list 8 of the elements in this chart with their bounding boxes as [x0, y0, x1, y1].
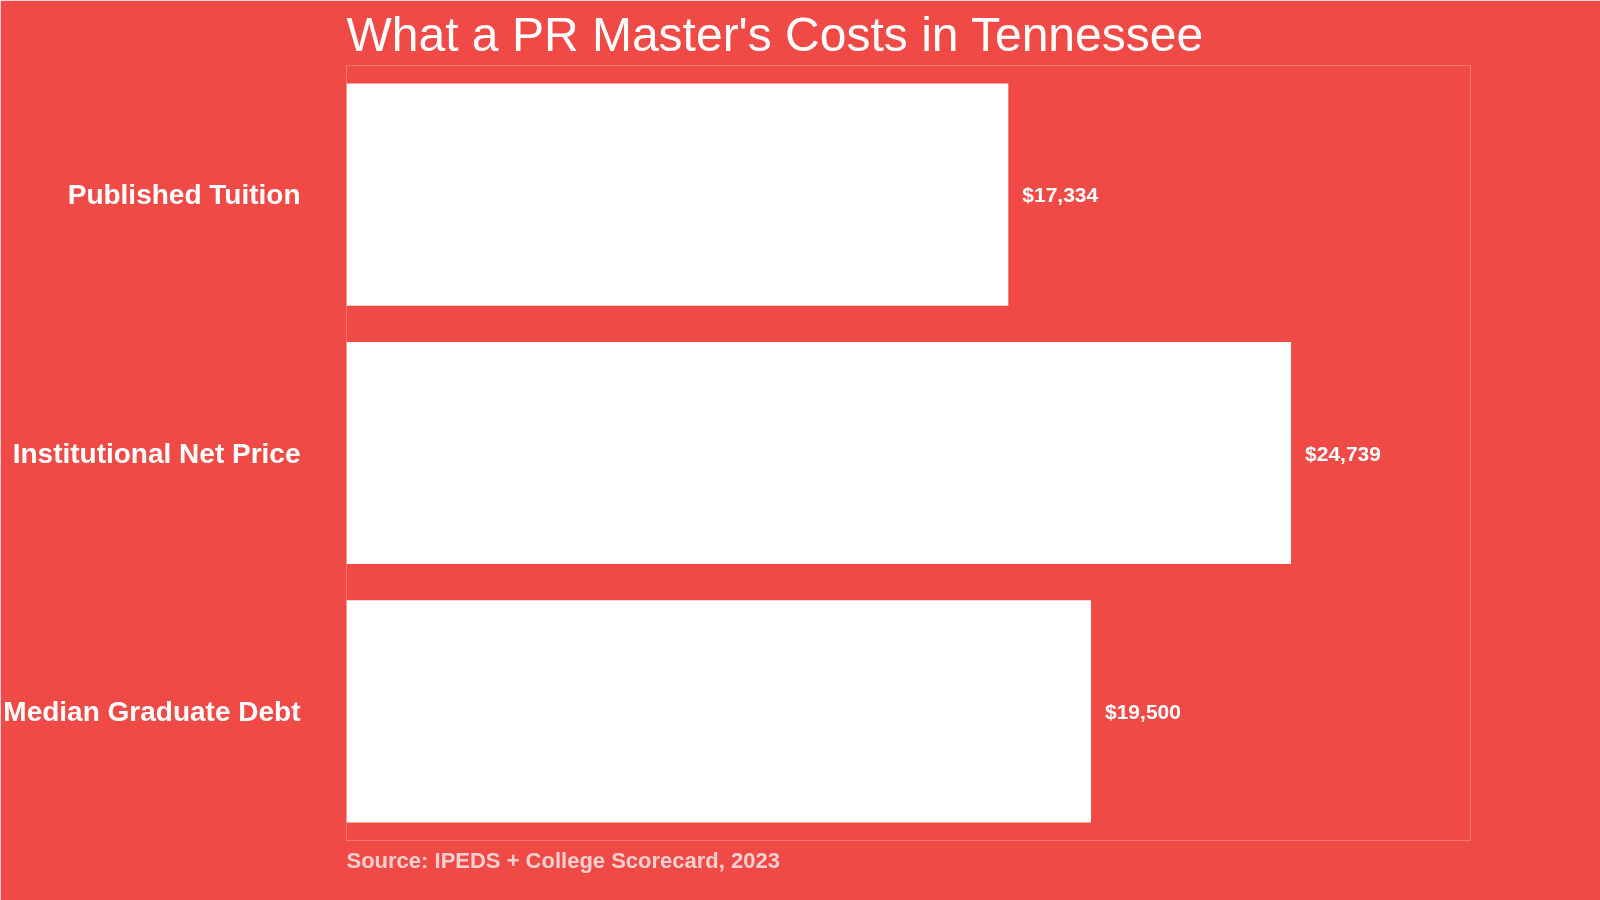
chart-title: What a PR Master's Costs in Tennessee [346, 7, 1204, 61]
data-label: $24,739 [1305, 441, 1381, 465]
source-note: Source: IPEDS + College Scorecard, 2023 [346, 847, 780, 873]
y-tick-label: Published Tuition [67, 179, 301, 211]
data-label: $19,500 [1105, 699, 1181, 723]
y-tick-label: Median Graduate Debt [3, 695, 301, 727]
y-tick-label: Institutional Net Price [12, 437, 301, 469]
data-label: $17,334 [1022, 183, 1099, 207]
